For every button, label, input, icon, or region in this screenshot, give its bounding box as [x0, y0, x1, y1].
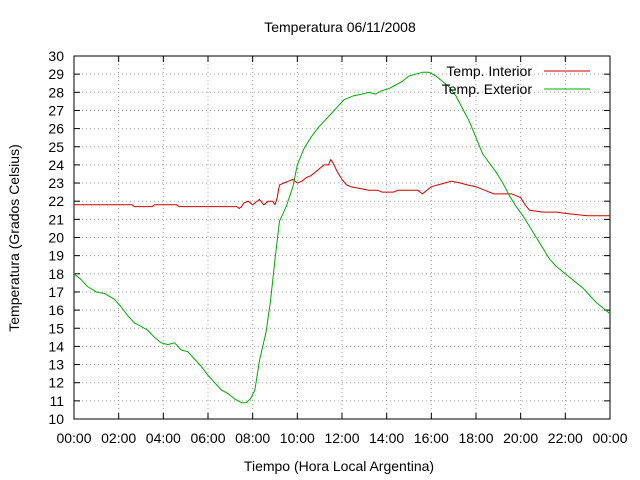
x-tick-label: 00:00 [56, 430, 91, 446]
y-tick-label: 17 [48, 284, 64, 300]
x-tick-label: 20:00 [503, 430, 538, 446]
series-line-exterior [73, 71, 611, 404]
y-tick-label: 13 [48, 357, 64, 373]
legend: Temp. Interior Temp. Exterior [442, 63, 590, 97]
y-tick-label: 29 [48, 66, 64, 82]
x-axis-label: Tiempo (Hora Local Argentina) [244, 458, 434, 474]
x-tick-label: 22:00 [548, 430, 583, 446]
y-axis-label: Temperatura (Grados Celsius) [6, 144, 22, 332]
y-tick-label: 10 [48, 411, 64, 427]
y-tick-label: 19 [48, 248, 64, 264]
x-tick-label: 14:00 [369, 430, 404, 446]
y-tick-label: 20 [48, 230, 64, 246]
x-tick-label: 02:00 [101, 430, 136, 446]
y-tick-label: 21 [48, 211, 64, 227]
grid [74, 56, 610, 419]
x-tick-label: 10:00 [280, 430, 315, 446]
y-tick-label: 16 [48, 302, 64, 318]
y-tick-label: 23 [48, 175, 64, 191]
chart-title: Temperatura 06/11/2008 [264, 19, 416, 35]
x-tick-label: 08:00 [235, 430, 270, 446]
series-line-interior [74, 159, 610, 217]
x-tick-label: 04:00 [146, 430, 181, 446]
y-tick-label: 30 [48, 48, 64, 64]
x-tick-label: 00:00 [592, 430, 627, 446]
y-tick-label: 24 [48, 157, 64, 173]
axis-ticks: 10 11 12 13 14 15 16 17 18 19 20 21 22 23 24 25 26 27 28 29… [48, 48, 627, 446]
y-tick-label: 25 [48, 139, 64, 155]
y-tick-label: 22 [48, 193, 64, 209]
y-tick-label: 27 [48, 102, 64, 118]
y-tick-label: 28 [48, 84, 64, 100]
legend-label: Temp. Exterior [442, 81, 533, 97]
y-tick-label: 11 [49, 393, 64, 409]
x-tick-label: 12:00 [324, 430, 359, 446]
legend-label: Temp. Interior [446, 63, 532, 79]
y-tick-label: 26 [48, 121, 64, 137]
x-tick-label: 06:00 [190, 430, 225, 446]
y-tick-label: 12 [48, 375, 64, 391]
x-tick-label: 16:00 [414, 430, 449, 446]
series-layer [73, 71, 611, 404]
y-tick-label: 18 [48, 266, 64, 282]
y-tick-label: 14 [48, 338, 64, 354]
y-tick-label: 15 [48, 320, 64, 336]
x-tick-label: 18:00 [458, 430, 493, 446]
